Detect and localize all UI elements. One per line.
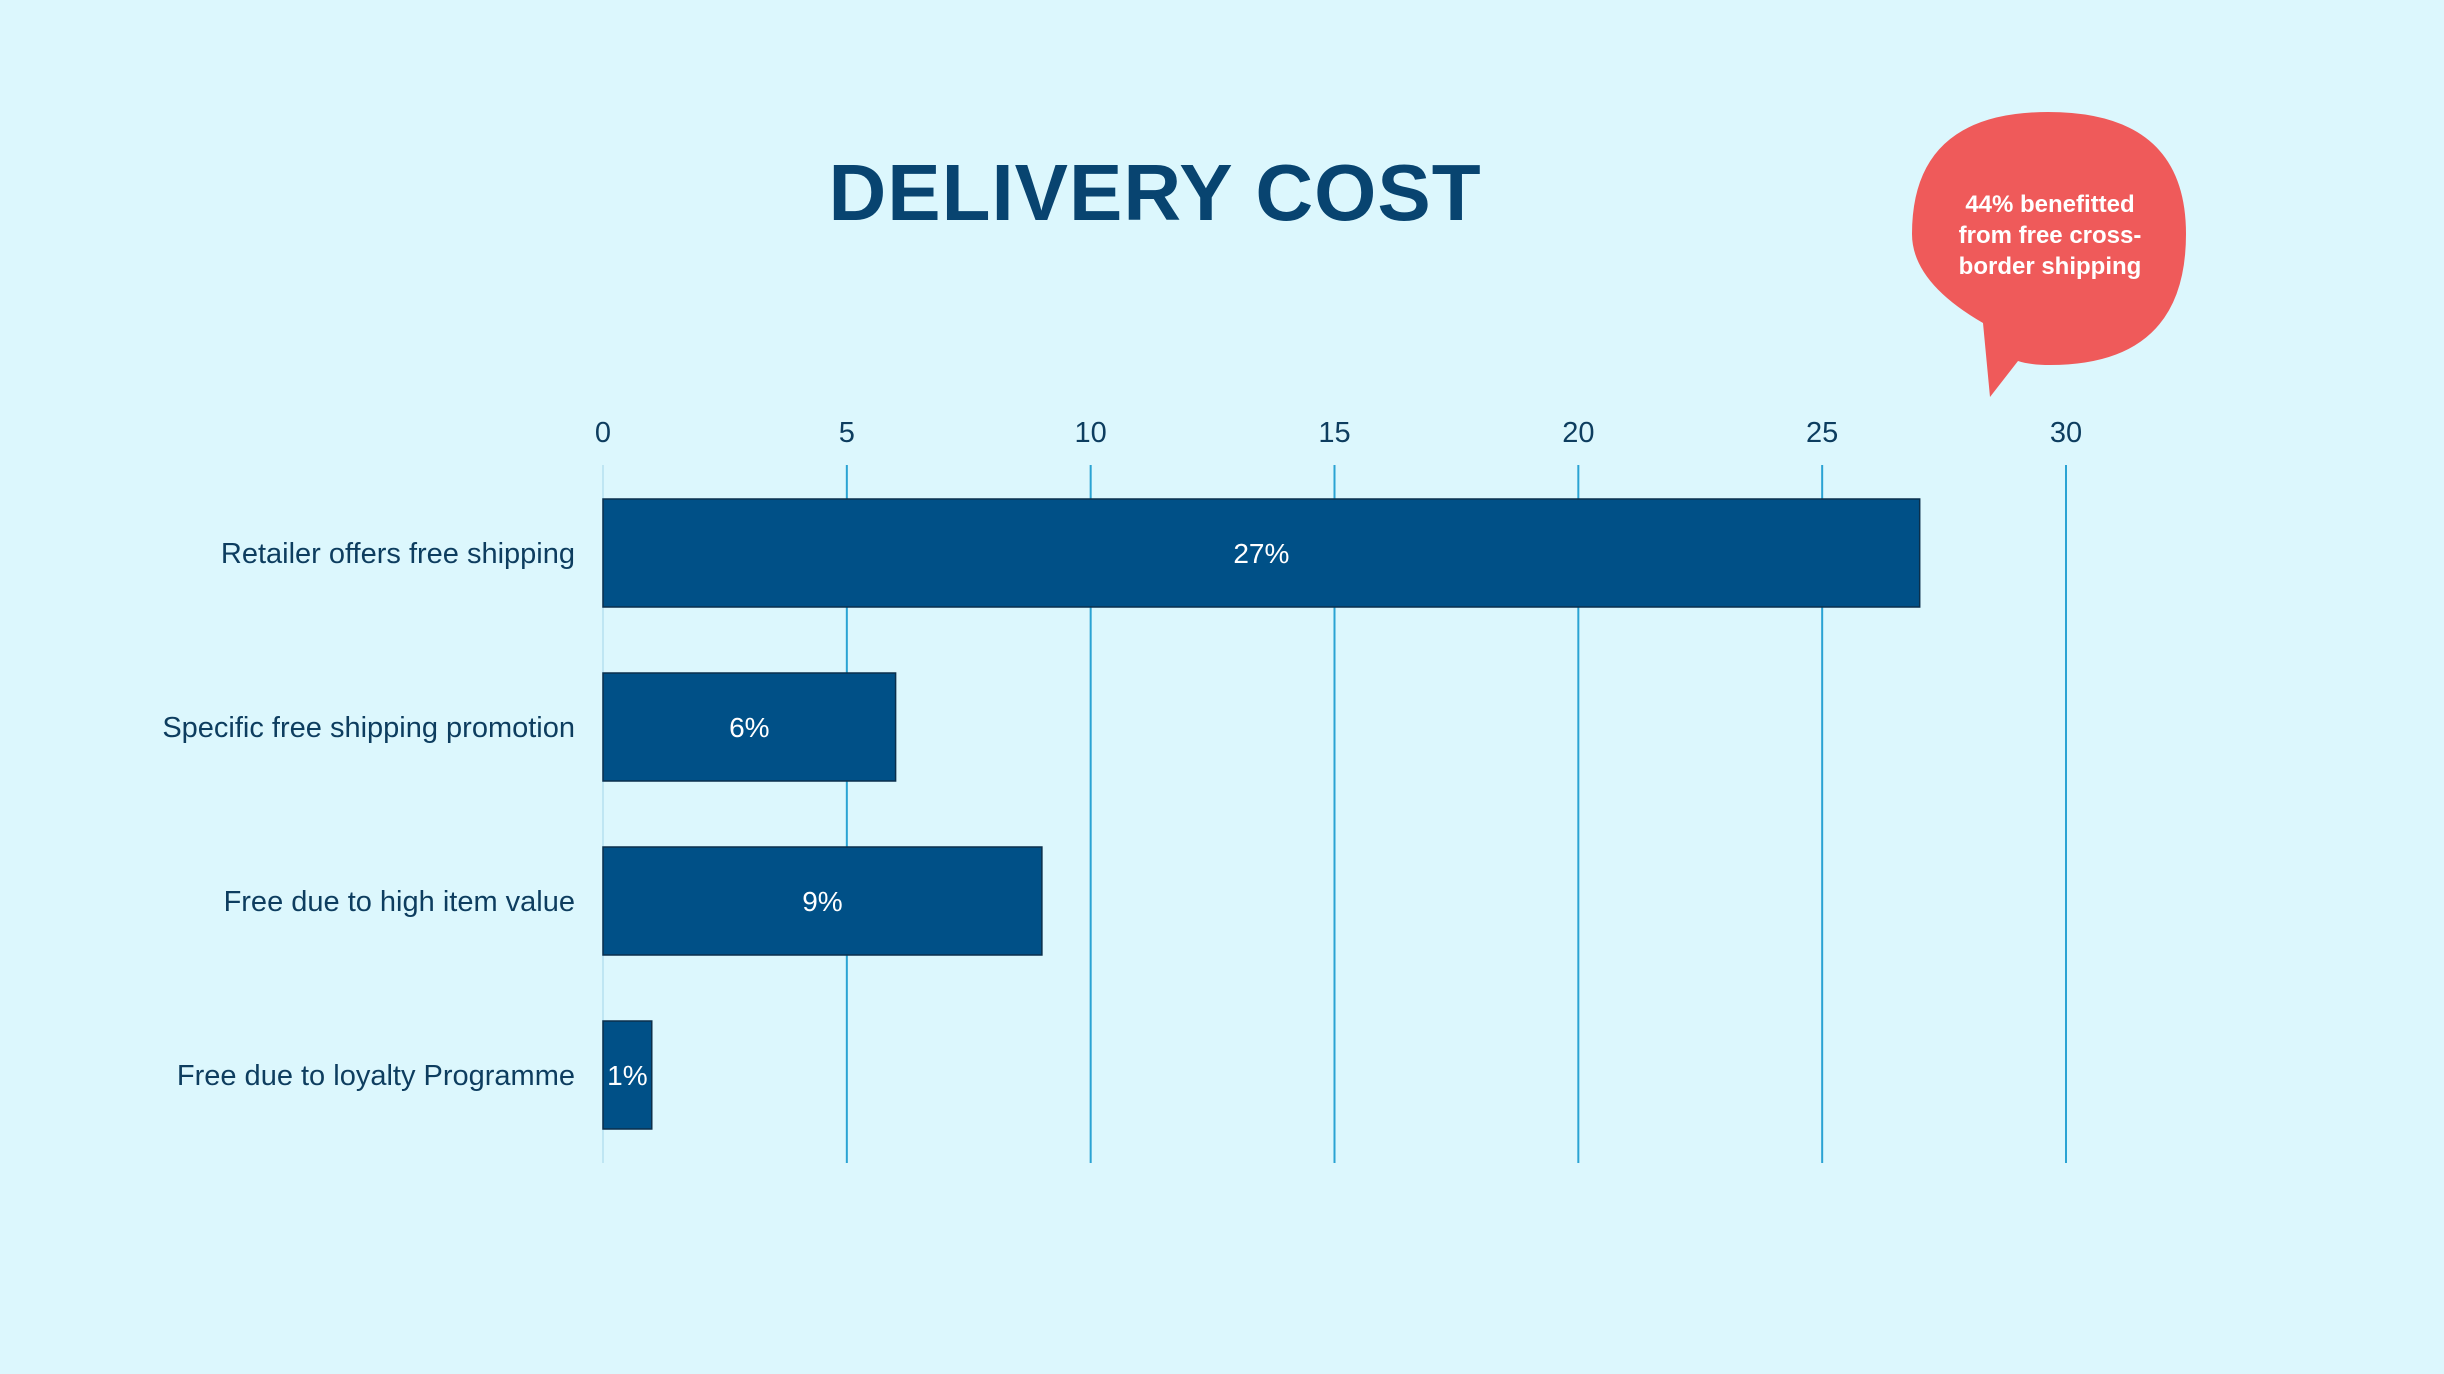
data-labels: 27% 6% 9% 1%: [607, 538, 1289, 1091]
category-label-4: Free due to loyalty Programme: [177, 1060, 575, 1092]
speech-bubble-shape: [1912, 112, 2186, 397]
x-tick-label-10: 10: [1075, 417, 1107, 449]
category-label-1: Retailer offers free shipping: [221, 538, 575, 570]
x-tick-label-0: 0: [595, 417, 611, 449]
bar-2: [602, 672, 897, 782]
chart-title: DELIVERY COST: [828, 148, 1482, 237]
callout-text: 44% benefitted from free cross- border s…: [1938, 189, 2162, 282]
category-label-2: Specific free shipping promotion: [162, 712, 575, 744]
x-axis-ticks: 0 5 10 15 20 25 30: [595, 417, 2082, 449]
x-tick-label-5: 5: [839, 417, 855, 449]
bar-4: [602, 1020, 653, 1130]
callout-line-1: 44% benefitted: [1965, 191, 2135, 218]
category-label-3: Free due to high item value: [224, 886, 575, 918]
callout-bubble: 44% benefitted from free cross- border s…: [1908, 107, 2192, 397]
x-tick-label-15: 15: [1318, 417, 1350, 449]
data-label-4: 1%: [607, 1060, 647, 1091]
bar-3: [602, 846, 1043, 956]
x-tick-label-25: 25: [1806, 417, 1838, 449]
callout-line-2: from free cross-: [1958, 222, 2142, 249]
x-tick-label-20: 20: [1562, 417, 1594, 449]
category-labels: Retailer offers free shipping Specific fr…: [162, 538, 575, 1092]
x-tick-label-30: 30: [2050, 417, 2082, 449]
bar-1: [602, 498, 1921, 608]
callout-line-3: border shipping: [1958, 253, 2142, 280]
bars: [602, 498, 1921, 1130]
data-label-1: 27%: [1233, 538, 1289, 569]
data-label-3: 9%: [802, 886, 842, 917]
data-label-2: 6%: [729, 712, 769, 743]
